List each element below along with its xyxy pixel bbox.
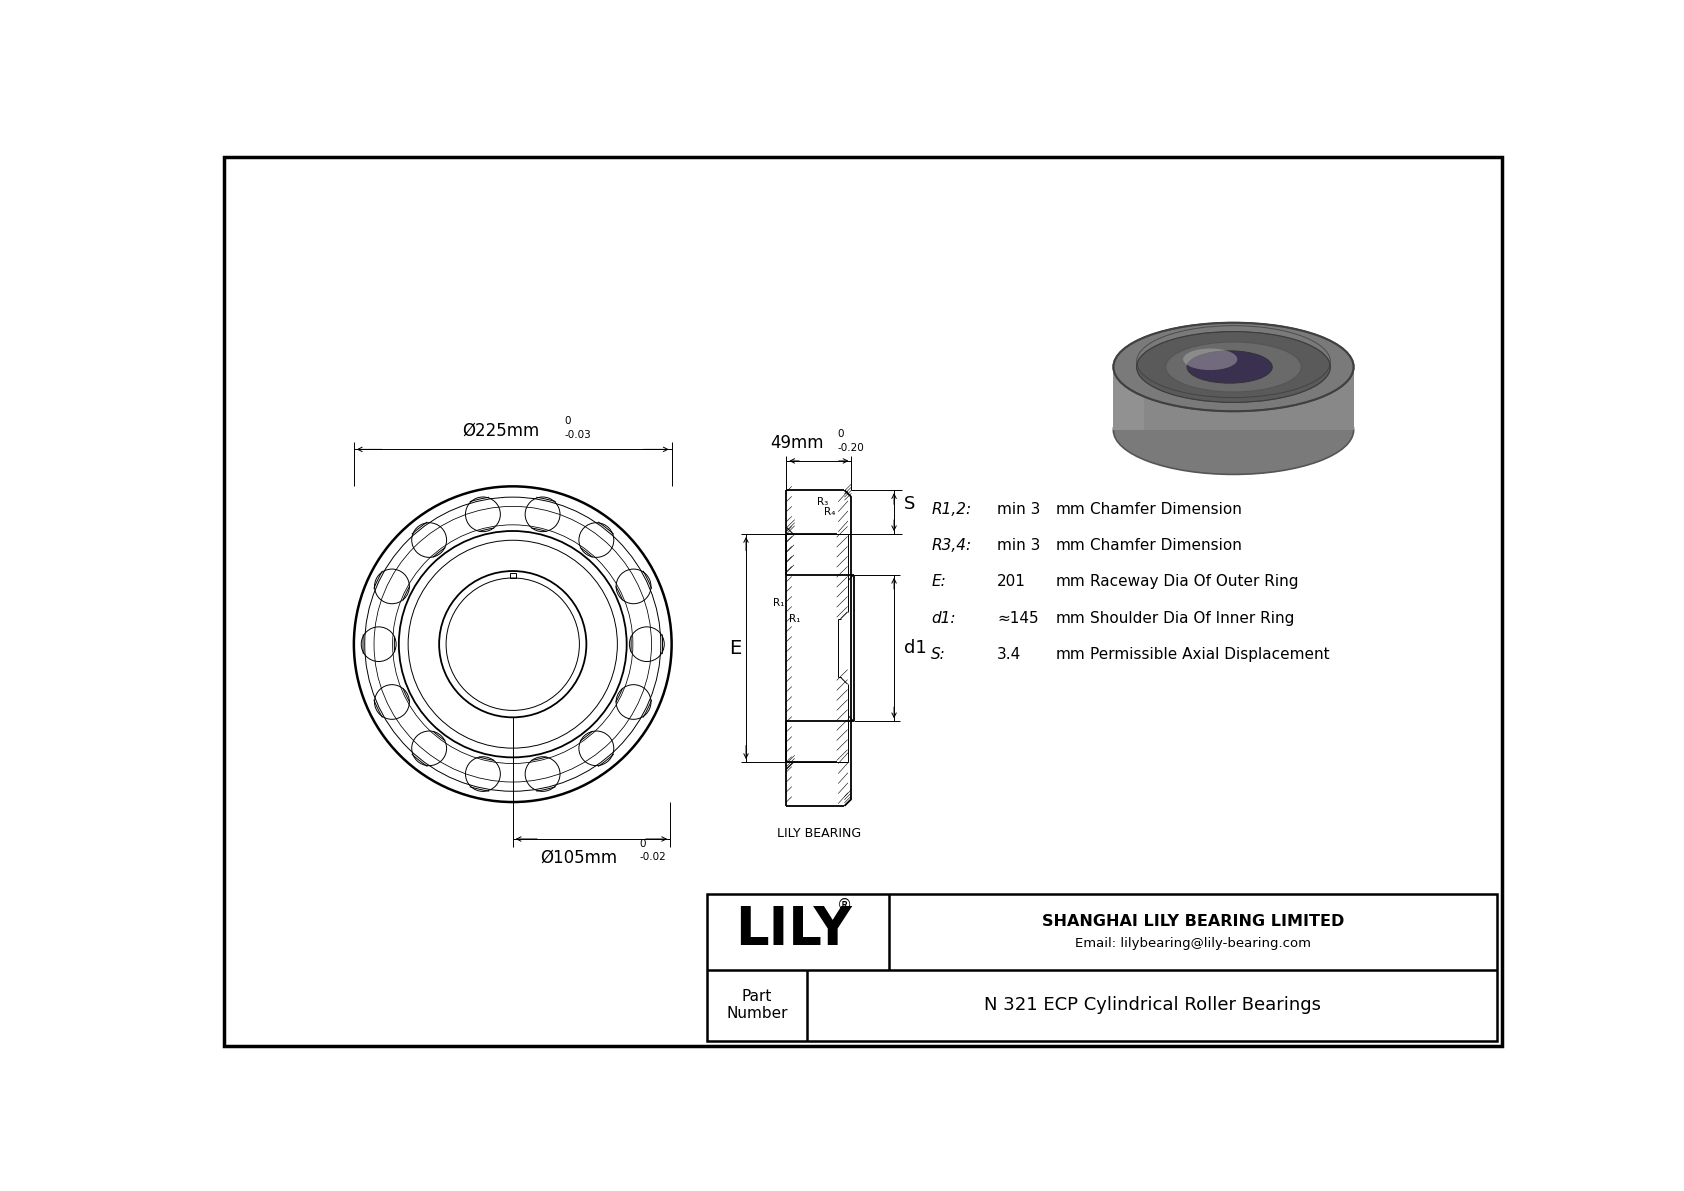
Text: Email: lilybearing@lily-bearing.com: Email: lilybearing@lily-bearing.com	[1074, 937, 1310, 950]
Text: Chamfer Dimension: Chamfer Dimension	[1090, 538, 1243, 553]
Text: Ø105mm: Ø105mm	[541, 849, 618, 867]
Text: Chamfer Dimension: Chamfer Dimension	[1090, 501, 1243, 517]
Text: 201: 201	[997, 574, 1026, 590]
Ellipse shape	[1113, 386, 1354, 474]
Text: R₁: R₁	[773, 598, 785, 609]
Text: mm: mm	[1056, 574, 1084, 590]
Text: Permissible Axial Displacement: Permissible Axial Displacement	[1090, 647, 1330, 662]
Text: mm: mm	[1056, 647, 1084, 662]
Text: -0.03: -0.03	[564, 430, 591, 441]
Ellipse shape	[1184, 349, 1238, 370]
Ellipse shape	[1187, 351, 1271, 384]
Text: 0: 0	[837, 430, 844, 439]
Text: N 321 ECP Cylindrical Roller Bearings: N 321 ECP Cylindrical Roller Bearings	[983, 996, 1320, 1014]
Text: mm: mm	[1056, 611, 1084, 625]
Text: Raceway Dia Of Outer Ring: Raceway Dia Of Outer Ring	[1090, 574, 1298, 590]
Bar	[707, 894, 1497, 1041]
Ellipse shape	[1113, 323, 1354, 411]
Text: E: E	[729, 638, 741, 657]
Text: -0.02: -0.02	[638, 852, 665, 862]
Text: 0: 0	[564, 417, 571, 426]
Text: d1:: d1:	[931, 611, 957, 625]
Text: SHANGHAI LILY BEARING LIMITED: SHANGHAI LILY BEARING LIMITED	[1042, 915, 1344, 929]
Text: R1,2:: R1,2:	[931, 501, 972, 517]
Text: Part
Number: Part Number	[726, 989, 788, 1022]
Text: S:: S:	[931, 647, 946, 662]
Text: S: S	[904, 495, 916, 513]
Text: R₄: R₄	[823, 506, 835, 517]
Text: mm: mm	[1056, 538, 1084, 553]
Text: Ø225mm: Ø225mm	[463, 422, 541, 441]
Text: min 3: min 3	[997, 501, 1041, 517]
Text: d1: d1	[904, 640, 926, 657]
Bar	[510, 573, 515, 579]
Ellipse shape	[1137, 331, 1330, 403]
Text: mm: mm	[1056, 501, 1084, 517]
Bar	[1113, 367, 1145, 430]
Bar	[1113, 367, 1354, 430]
Text: 0: 0	[638, 838, 645, 849]
Text: ®: ®	[837, 898, 852, 912]
Text: E:: E:	[931, 574, 946, 590]
Text: -0.20: -0.20	[837, 443, 864, 454]
Text: R₃: R₃	[817, 497, 829, 506]
Text: 3.4: 3.4	[997, 647, 1022, 662]
Text: Shoulder Dia Of Inner Ring: Shoulder Dia Of Inner Ring	[1090, 611, 1295, 625]
Ellipse shape	[1165, 342, 1302, 392]
Text: ≈145: ≈145	[997, 611, 1039, 625]
Text: R₁: R₁	[790, 613, 802, 624]
Text: R3,4:: R3,4:	[931, 538, 972, 553]
Text: LILY BEARING: LILY BEARING	[776, 828, 861, 841]
Text: LILY: LILY	[736, 904, 852, 956]
Text: 49mm: 49mm	[770, 435, 823, 453]
Text: min 3: min 3	[997, 538, 1041, 553]
